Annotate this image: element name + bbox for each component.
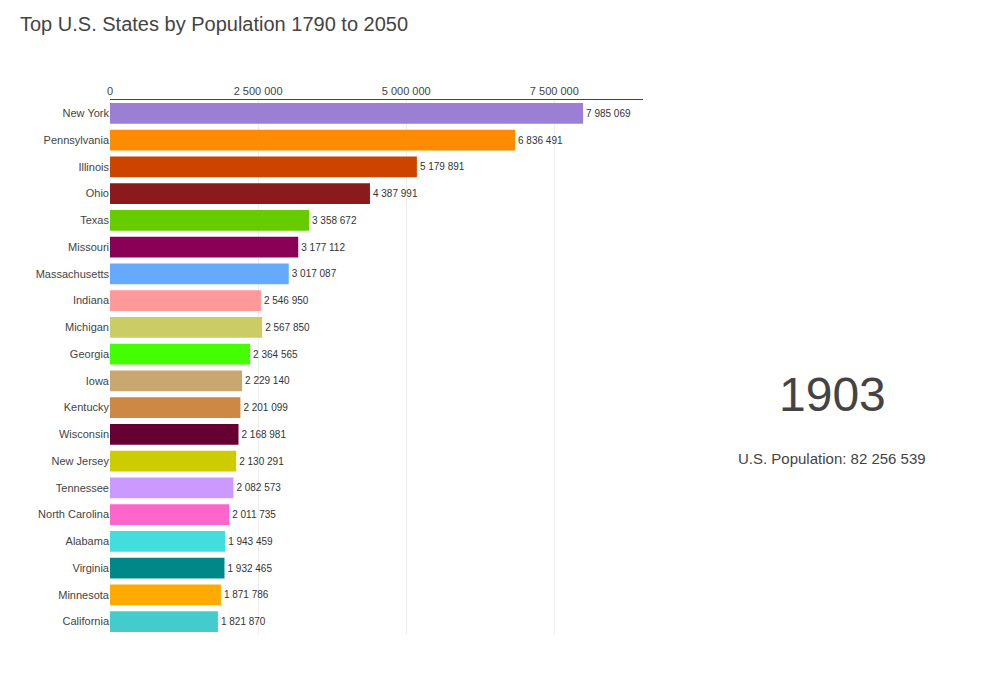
svg-text:North Carolina: North Carolina	[38, 508, 110, 520]
svg-text:Iowa: Iowa	[86, 375, 110, 387]
svg-text:1903: 1903	[779, 368, 886, 421]
svg-text:5 000 000: 5 000 000	[382, 85, 431, 97]
svg-text:5 179 891: 5 179 891	[420, 161, 465, 172]
svg-text:1 871 786: 1 871 786	[224, 589, 269, 600]
svg-text:2 364 565: 2 364 565	[253, 349, 298, 360]
svg-text:6 836 491: 6 836 491	[518, 135, 563, 146]
svg-text:New Jersey: New Jersey	[52, 455, 110, 467]
svg-text:Tennessee: Tennessee	[56, 482, 109, 494]
svg-text:New York: New York	[63, 107, 110, 119]
svg-text:4 387 991: 4 387 991	[373, 188, 418, 199]
svg-text:Massachusetts: Massachusetts	[36, 268, 110, 280]
svg-text:Wisconsin: Wisconsin	[59, 428, 109, 440]
svg-text:2 168 981: 2 168 981	[242, 429, 287, 440]
svg-text:7 985 069: 7 985 069	[586, 108, 631, 119]
svg-text:7 500 000: 7 500 000	[530, 85, 579, 97]
svg-text:Illinois: Illinois	[78, 161, 109, 173]
svg-text:Texas: Texas	[80, 214, 109, 226]
svg-text:1 943 459: 1 943 459	[228, 536, 273, 547]
svg-text:2 011 735: 2 011 735	[232, 509, 276, 520]
svg-text:2 082 573: 2 082 573	[236, 482, 281, 493]
svg-text:Missouri: Missouri	[68, 241, 109, 253]
svg-text:2 546 950: 2 546 950	[264, 295, 309, 306]
svg-text:Virginia: Virginia	[73, 562, 110, 574]
svg-text:Top U.S. States by Population: Top U.S. States by Population 1790 to 20…	[20, 13, 408, 35]
svg-text:Pennsylvania: Pennsylvania	[44, 134, 110, 146]
svg-text:2 130 291: 2 130 291	[239, 456, 284, 467]
svg-text:Kentucky: Kentucky	[64, 401, 110, 413]
svg-text:2 229 140: 2 229 140	[245, 375, 290, 386]
svg-text:3 358 672: 3 358 672	[312, 215, 357, 226]
svg-text:Alabama: Alabama	[66, 535, 110, 547]
svg-text:California: California	[63, 615, 110, 627]
svg-text:2 201 099: 2 201 099	[243, 402, 288, 413]
svg-text:1 932 465: 1 932 465	[227, 563, 272, 574]
svg-text:Michigan: Michigan	[65, 321, 109, 333]
svg-text:3 017 087: 3 017 087	[292, 268, 337, 279]
svg-text:Indiana: Indiana	[73, 294, 110, 306]
svg-text:0: 0	[107, 85, 113, 97]
svg-text:U.S. Population: 82 256 539: U.S. Population: 82 256 539	[738, 450, 926, 467]
svg-text:Minnesota: Minnesota	[58, 589, 110, 601]
svg-text:2 500 000: 2 500 000	[234, 85, 283, 97]
svg-text:2 567 850: 2 567 850	[265, 322, 310, 333]
svg-text:3 177 112: 3 177 112	[301, 242, 345, 253]
svg-text:Georgia: Georgia	[70, 348, 110, 360]
svg-text:1 821 870: 1 821 870	[221, 616, 266, 627]
svg-text:Ohio: Ohio	[86, 187, 109, 199]
